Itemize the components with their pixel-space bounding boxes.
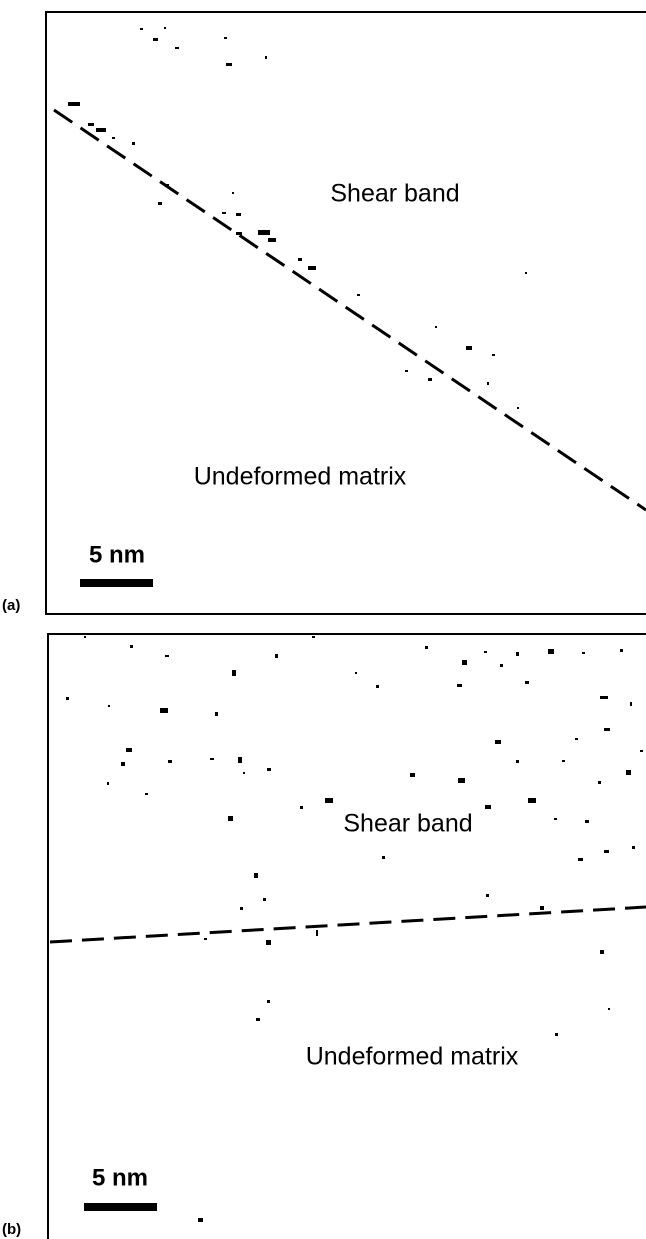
panel-frame bbox=[46, 12, 646, 614]
panel-frame bbox=[48, 634, 646, 1239]
panel-label: (a) bbox=[2, 597, 20, 614]
scale-bar-label: 5 nm bbox=[89, 541, 145, 568]
scale-bar-label: 5 nm bbox=[92, 1164, 148, 1191]
region-label: Shear band bbox=[343, 810, 472, 838]
panel-b: Shear band Undeformed matrix 5 nm (b) bbox=[2, 634, 646, 1239]
page: html, body { margin: 0; padding: 0; back… bbox=[0, 0, 646, 1239]
page-body: {"figure": {"panels": [ {"label": "(a)",… bbox=[0, 0, 646, 1239]
region-label: Undeformed matrix bbox=[306, 1043, 519, 1071]
figure: Shear band Undeformed matrix 5 nm (a) Sh… bbox=[0, 0, 646, 1239]
specks bbox=[68, 27, 527, 409]
boundary-line bbox=[50, 907, 646, 942]
region-label: Undeformed matrix bbox=[194, 463, 407, 491]
scale-bar bbox=[84, 1203, 157, 1211]
boundary-line bbox=[54, 110, 646, 510]
panel-a: Shear band Undeformed matrix 5 nm (a) bbox=[2, 12, 646, 614]
scale-bar bbox=[80, 579, 153, 587]
specks bbox=[66, 636, 643, 1222]
panel-label: (b) bbox=[2, 1221, 21, 1238]
region-label: Shear band bbox=[330, 180, 459, 208]
